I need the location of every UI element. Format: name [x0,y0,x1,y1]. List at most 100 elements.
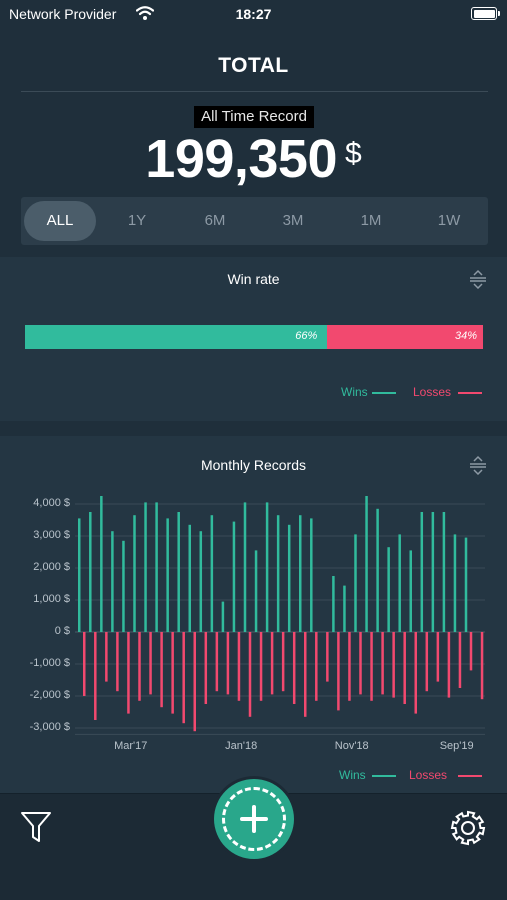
win-bar [398,534,401,632]
win-bar [177,512,180,632]
win-bar [442,512,446,632]
gear-icon[interactable] [448,808,488,848]
win-bar [420,512,424,632]
chart-legend-losses-line [458,775,482,777]
wins-percent-label: 66% [295,330,318,342]
loss-bar [281,632,285,692]
period-1y-button[interactable]: 1Y [127,212,147,229]
win-bar [431,512,435,632]
add-record-button[interactable] [214,779,294,859]
win-bar [287,524,291,632]
chart-legend-losses-label: Losses [409,768,448,782]
loss-bar [105,632,108,682]
period-6m-button[interactable]: 6M [204,212,226,229]
win-bar [354,534,357,632]
win-bar [89,512,92,632]
chart-legend-wins-line [372,775,396,777]
win-rate-bar: 66% 34% [25,325,483,349]
period-1w-button[interactable]: 1W [437,212,461,229]
loss-bar [458,632,462,688]
loss-bar [469,632,473,671]
loss-bar [127,632,130,714]
win-bar [343,585,346,632]
win-bar [133,515,136,632]
loss-bar [182,632,185,724]
win-bar [276,515,280,632]
loss-bar [436,632,440,682]
y-tick-label: 0 $ [54,625,70,637]
loss-bar [160,632,163,708]
monthly-records-chart [75,496,485,735]
loss-bar [94,632,97,720]
y-tick-label: 2,000 $ [33,561,70,573]
loss-bar [414,632,417,714]
win-bar [166,518,169,632]
total-currency: $ [345,137,362,170]
y-tick-label: 3,000 $ [33,529,70,541]
loss-bar [259,632,263,701]
loss-bar [215,632,219,692]
loss-bar [381,632,384,695]
monthly-records-title: Monthly Records [200,457,307,473]
loss-bar [270,632,274,695]
total-amount: 199,350 $ [0,128,507,190]
legend-losses-line [458,392,482,394]
all-time-record-label: All Time Record [194,106,314,128]
loss-bar [226,632,230,695]
win-bar [199,531,203,632]
loss-bar [337,632,340,711]
loss-bar [116,632,119,692]
wins-segment [25,325,328,349]
clock-time: 18:27 [235,6,272,22]
win-bar [464,537,468,632]
filter-icon[interactable] [20,810,52,844]
win-bar [210,515,214,632]
page-title: TOTAL [218,54,289,77]
period-3m-button[interactable]: 3M [282,212,304,229]
chart-legend-wins-label: Wins [339,768,366,782]
loss-bar [248,632,252,717]
loss-bar [171,632,174,714]
legend-wins-line [372,392,396,394]
status-bar: Network Provider 18:27 [0,0,507,30]
x-tick-label: Mar'17 [114,740,148,752]
loss-bar [359,632,362,695]
title-divider [21,91,488,92]
loss-bar [392,632,395,698]
y-tick-label: -1,000 $ [29,657,70,669]
loss-bar [480,632,484,700]
win-bar [100,496,103,632]
win-bar [299,515,302,632]
win-bar [310,518,313,632]
loss-bar [292,632,296,704]
loss-bar [237,632,241,701]
win-bar [243,502,247,632]
y-tick-label: 4,000 $ [33,497,70,509]
win-rate-title: Win rate [227,271,280,287]
expand-icon[interactable] [468,269,488,289]
period-selector: ALL 1Y 6M 3M 1M 1W [21,197,488,245]
period-1m-button[interactable]: 1M [360,212,382,229]
period-all-button[interactable]: ALL [24,201,96,241]
win-bar [265,502,269,632]
loss-bar [425,632,429,692]
total-value: 199,350 [145,129,337,189]
x-tick-label: Jan'18 [225,740,258,752]
loss-bar [447,632,451,698]
win-bar [144,502,147,632]
y-tick-label: -3,000 $ [29,721,70,733]
wifi-icon [136,6,154,20]
battery-icon [471,7,500,20]
loss-bar [370,632,373,701]
win-bar [365,496,368,632]
carrier-label: Network Provider [9,6,117,22]
win-bar [188,524,191,632]
win-bar [409,550,412,632]
expand-icon[interactable] [468,455,488,475]
loss-bar [304,632,307,717]
win-bar [122,540,125,632]
win-bar [78,518,81,632]
y-tick-label: -2,000 $ [29,689,70,701]
loss-bar [326,632,329,682]
legend-losses-label: Losses [413,385,452,399]
